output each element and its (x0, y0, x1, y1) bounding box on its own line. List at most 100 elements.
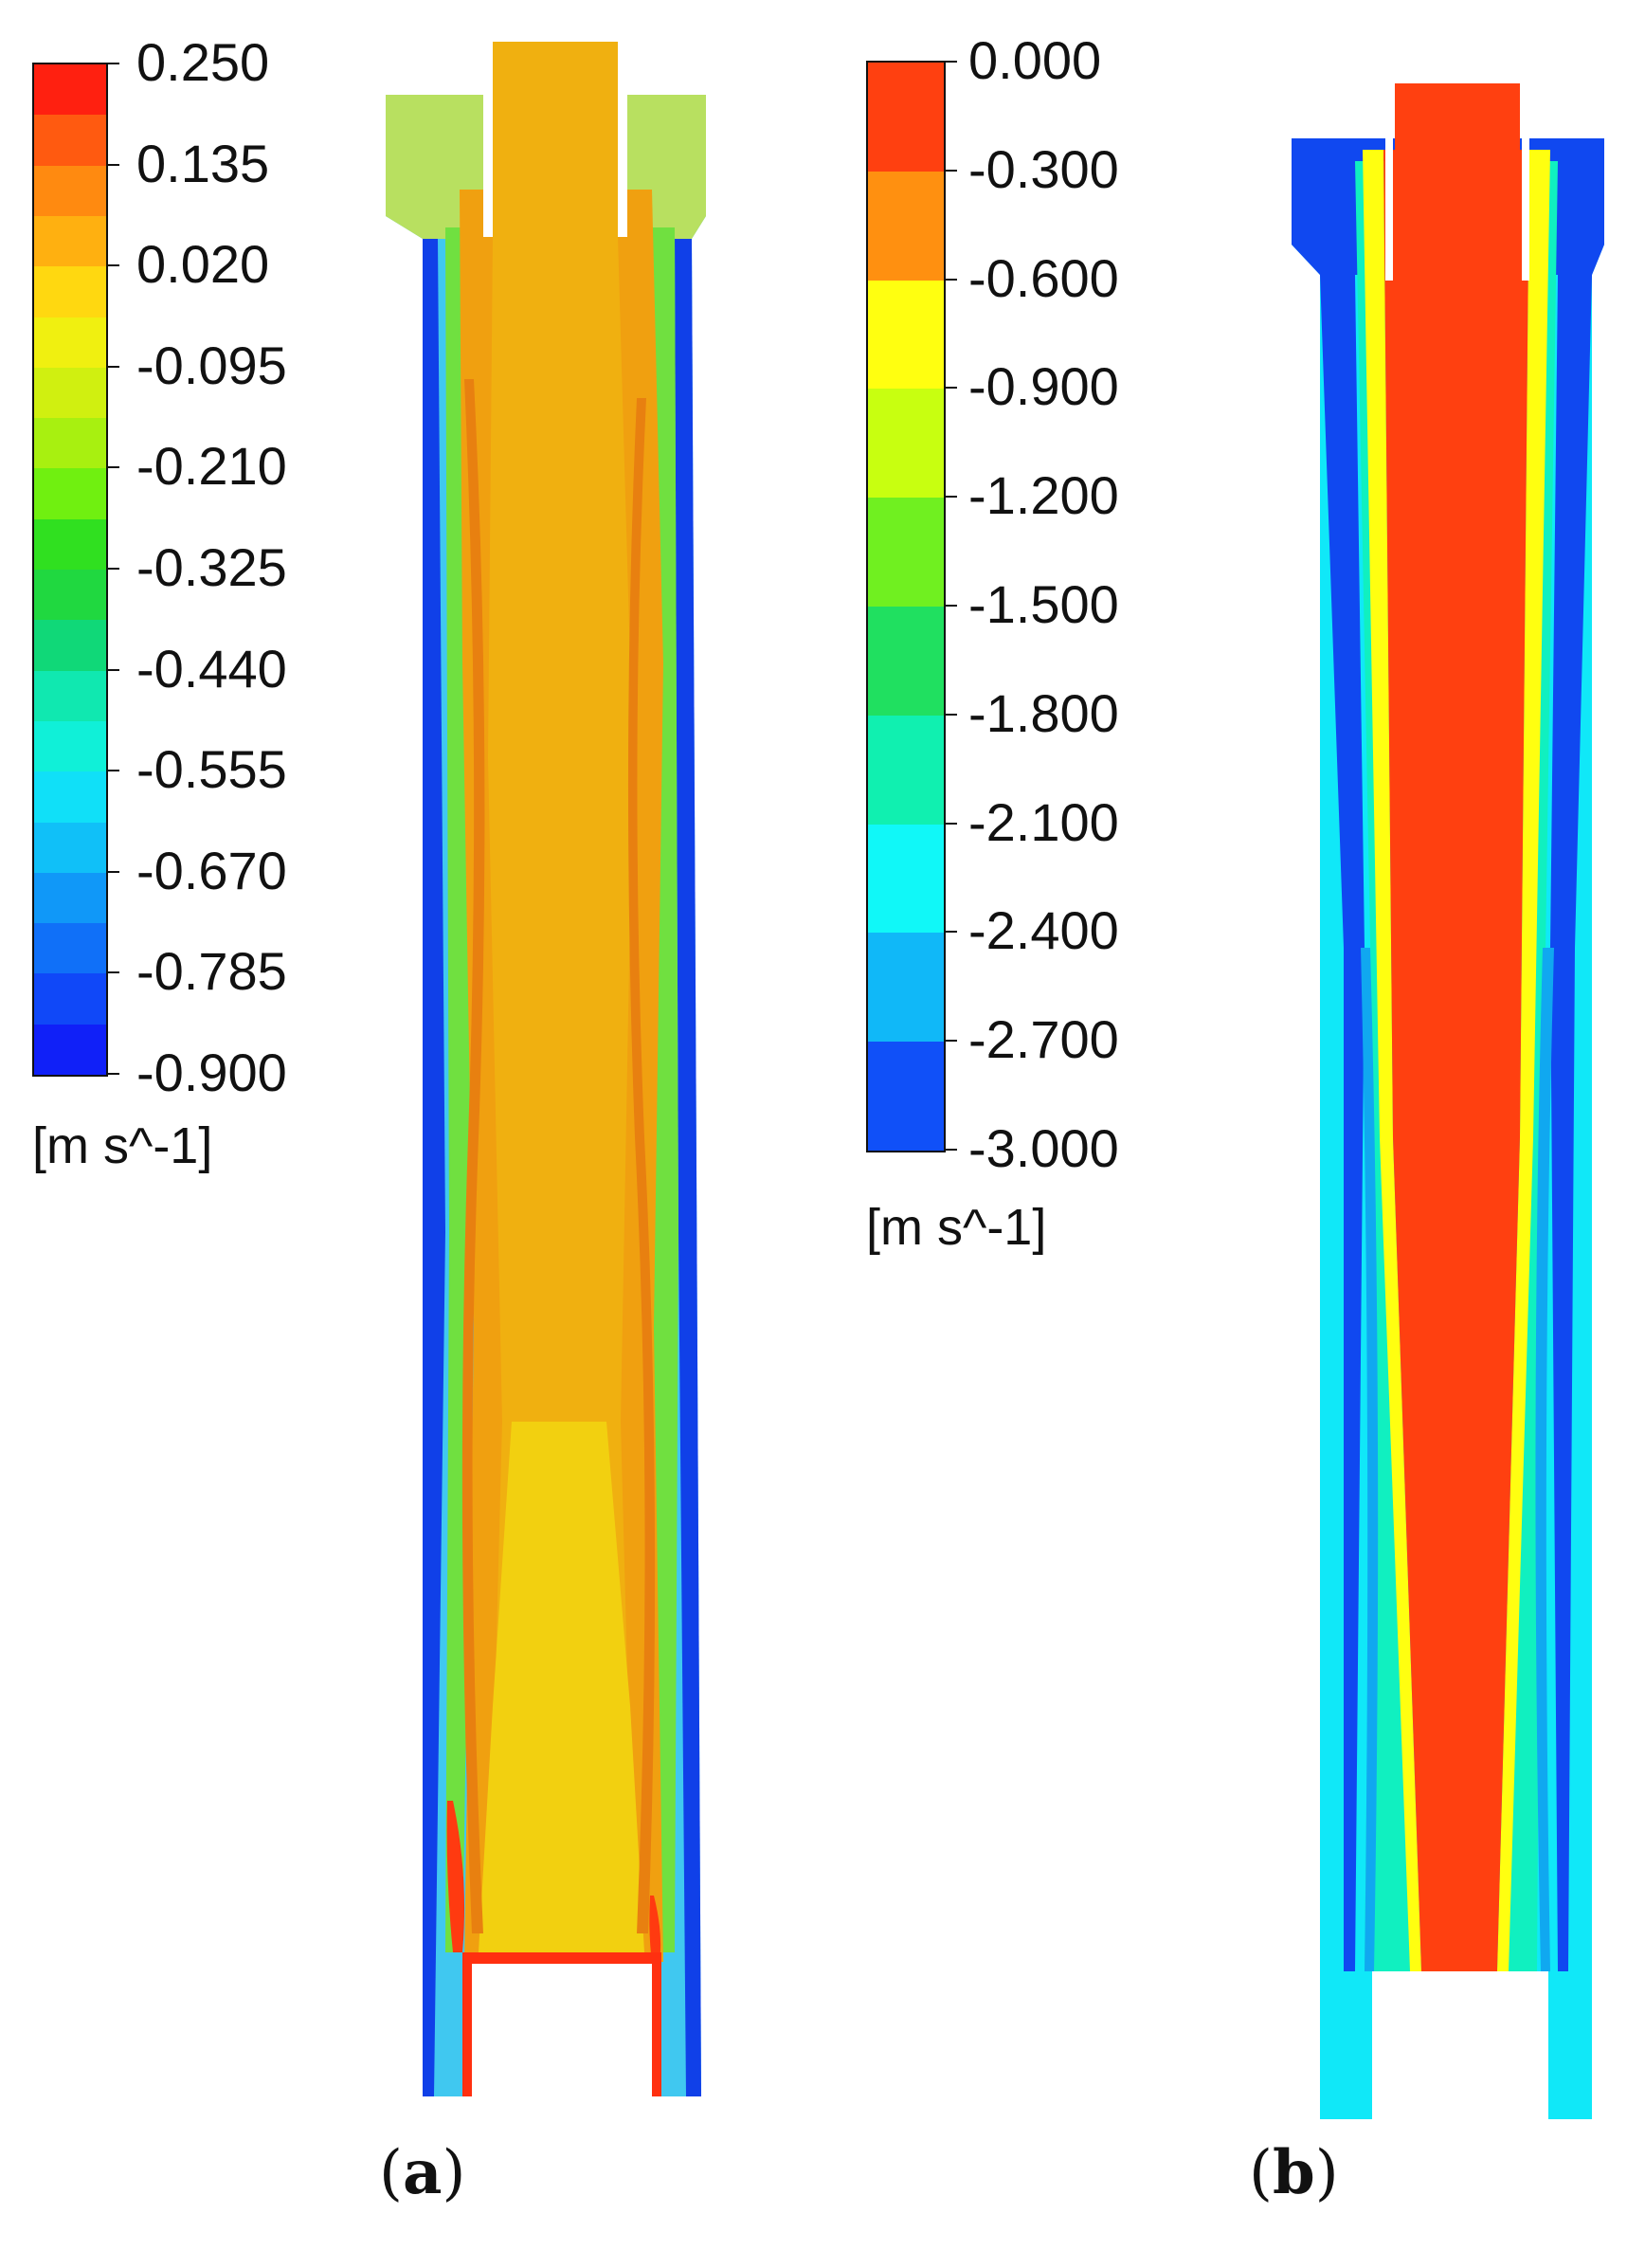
colorbar-tick (106, 568, 119, 570)
colorbar-tick (106, 163, 119, 166)
colorbar-tick (944, 1040, 957, 1043)
lower-core-region (479, 1422, 644, 1952)
colorbar-tick (106, 466, 119, 469)
colorbar-tick-label: -0.555 (136, 739, 287, 800)
colorbar-tick (106, 264, 119, 267)
colorbar-tick-label: -0.785 (136, 941, 287, 1002)
colorbar-band (34, 165, 106, 217)
colorbar-tick-label: -1.500 (968, 574, 1119, 634)
colorbar-band (868, 715, 944, 826)
nozzle-slot-left (483, 95, 493, 237)
colorbar-band (34, 468, 106, 520)
wall-right (675, 239, 701, 2096)
colorbar-tick-label: -0.300 (968, 138, 1119, 199)
colorbar-band (34, 64, 106, 116)
colorbar-tick (106, 1073, 119, 1075)
colorbar-tick-label: -2.700 (968, 1009, 1119, 1070)
wall-left (1320, 275, 1365, 1971)
streak-left (461, 379, 485, 1933)
colorbar-band (868, 63, 944, 172)
colorbar-band (34, 822, 106, 874)
colorbar-band (34, 266, 106, 318)
colorbar-a (32, 63, 108, 1077)
colorbar-tick (106, 770, 119, 772)
nozzle-slot-right (1522, 138, 1529, 281)
colorbar-tick-label: -0.325 (136, 537, 287, 597)
red-spot-right (649, 1896, 661, 1962)
colorbar-tick-label: -1.800 (968, 682, 1119, 743)
colorbar-tick-label: -0.600 (968, 247, 1119, 308)
colorbar-tick (106, 870, 119, 873)
colorbar-band (34, 620, 106, 672)
wall-left (423, 239, 445, 2096)
colorbar-band (34, 923, 106, 974)
colorbar-tick-label: 0.020 (136, 234, 270, 295)
streak-left (1361, 948, 1379, 1971)
colorbar-band (868, 498, 944, 608)
colorbar-band (34, 771, 106, 823)
colorbar-tick (106, 668, 119, 671)
colorbar-band (34, 973, 106, 1025)
colorbar-band (868, 933, 944, 1043)
colorbar-tick-label: -3.000 (968, 1118, 1119, 1178)
colorbar-band (868, 1042, 944, 1152)
colorbar-tick (944, 387, 957, 390)
colorbar-tick (944, 496, 957, 499)
colorbar-tick (106, 971, 119, 974)
colorbar-tick-label: -0.095 (136, 335, 287, 395)
colorbar-unit-a: [m s^-1] (32, 1117, 213, 1174)
colorbar-tick-label: 0.000 (968, 30, 1102, 90)
colorbar-tick-label: -0.440 (136, 638, 287, 699)
colorbar-tick (944, 61, 957, 63)
colorbar-band (34, 670, 106, 722)
streak-right (627, 398, 656, 1933)
colorbar-band (34, 317, 106, 369)
colorbar-tick (106, 63, 119, 64)
colorbar-band (34, 872, 106, 924)
colorbar-tick-label: 0.135 (136, 133, 270, 193)
colorbar-tick (944, 278, 957, 281)
colorbar-tick (944, 822, 957, 825)
colorbar-band (34, 720, 106, 772)
colorbar-band (868, 171, 944, 281)
caption-a: (a) (379, 2137, 466, 2208)
colorbar-band (868, 389, 944, 499)
colorbar-tick-label: -0.900 (968, 356, 1119, 417)
colorbar-band (34, 115, 106, 167)
shear-layer-right (1497, 150, 1550, 1971)
colorbar-tick-label: 0.250 (136, 32, 270, 92)
caption-b: (b) (1249, 2137, 1339, 2208)
colorbar-tick (944, 931, 957, 934)
red-spot-left (446, 1801, 465, 1952)
shear-layer-left (1363, 150, 1421, 1971)
colorbar-tick-label: -0.900 (136, 1043, 287, 1102)
colorbar-band (34, 1024, 106, 1076)
colorbar-tick (944, 1149, 957, 1151)
central-jet-core (1383, 83, 1529, 1971)
nozzle-slot-left (1385, 138, 1393, 281)
streak-right (1535, 948, 1554, 1971)
colorbar-tick (106, 365, 119, 368)
outlet-pipe-interior (472, 1964, 652, 2096)
colorbar-tick-label: -2.100 (968, 791, 1119, 852)
colorbar-band (34, 570, 106, 621)
colorbar-tick (944, 169, 957, 172)
colorbar-band (868, 280, 944, 390)
colorbar-unit-b: [m s^-1] (866, 1199, 1047, 1256)
colorbar-b (866, 61, 946, 1152)
nozzle-slot-right (618, 95, 627, 237)
colorbar-band (34, 215, 106, 267)
outlet-pipe-interior (1372, 1971, 1548, 2119)
colorbar-band (34, 367, 106, 419)
colorbar-tick-label: -0.670 (136, 840, 287, 900)
colorbar-band (34, 518, 106, 571)
colorbar-tick-label: -1.200 (968, 465, 1119, 526)
colorbar-band (868, 607, 944, 717)
colorbar-tick (944, 605, 957, 607)
colorbar-tick-label: -0.210 (136, 436, 287, 497)
colorbar-tick (944, 713, 957, 716)
colorbar-tick-label: -2.400 (968, 900, 1119, 961)
caption-letter-b: b (1272, 2137, 1315, 2208)
